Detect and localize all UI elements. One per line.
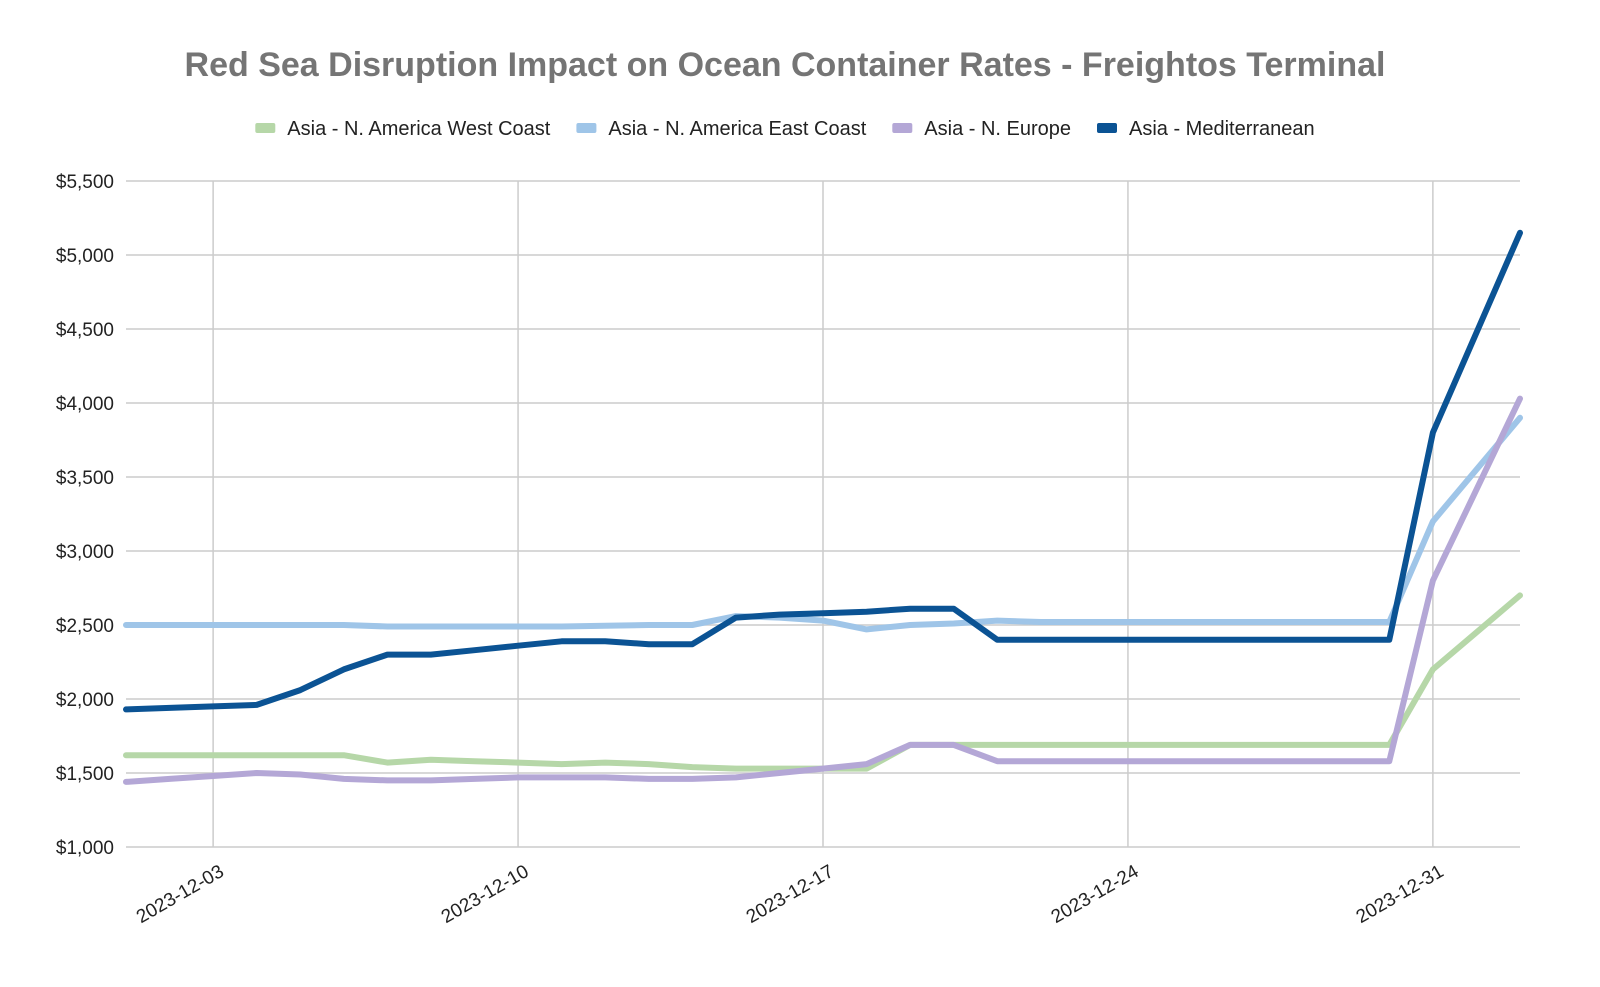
y-tick-label: $1,000 bbox=[56, 838, 114, 859]
legend-item-2: Asia - N. America East Coast bbox=[576, 118, 867, 140]
y-axis-ticks: $1,000 $1,500 $2,000 $2,500 $3,000 $3,500 $4,0… bbox=[56, 172, 114, 859]
y-tick-label: $4,500 bbox=[56, 320, 114, 341]
y-tick-label: $3,500 bbox=[56, 468, 114, 489]
legend-item-4: Asia - Mediterranean bbox=[1097, 118, 1315, 140]
gridlines bbox=[126, 180, 1520, 848]
legend-swatch bbox=[255, 123, 276, 133]
legend-item-1: Asia - N. America West Coast bbox=[255, 118, 551, 140]
legend-swatch bbox=[576, 123, 597, 133]
legend-swatch bbox=[892, 123, 913, 133]
legend-label: Asia - N. America East Coast bbox=[608, 118, 866, 140]
legend-label: Asia - Mediterranean bbox=[1129, 118, 1315, 140]
legend-label: Asia - N. Europe bbox=[924, 118, 1071, 140]
legend-label: Asia - N. America West Coast bbox=[287, 118, 550, 140]
y-tick-label: $3,000 bbox=[56, 542, 114, 563]
series-line-4 bbox=[123, 229, 1523, 713]
x-axis-ticks: 2023-12-03 2023-12-10 2023-12-17 2023-12-24… bbox=[133, 861, 1447, 928]
x-tick-label: 2023-12-03 bbox=[133, 861, 228, 928]
chart-title: Red Sea Disruption Impact on Ocean Conta… bbox=[185, 46, 1386, 84]
legend-item-3: Asia - N. Europe bbox=[892, 118, 1071, 140]
legend: Asia - N. America West Coast Asia - N. Am… bbox=[255, 118, 1315, 140]
x-tick-label: 2023-12-17 bbox=[743, 861, 838, 928]
x-tick-label: 2023-12-31 bbox=[1353, 861, 1448, 928]
y-tick-label: $5,000 bbox=[56, 246, 114, 267]
series-line-3 bbox=[123, 395, 1523, 785]
legend-swatch bbox=[1097, 123, 1117, 133]
y-tick-label: $2,500 bbox=[56, 616, 114, 637]
x-tick-label: 2023-12-10 bbox=[438, 861, 533, 928]
y-tick-label: $2,000 bbox=[56, 690, 114, 711]
y-tick-label: $4,000 bbox=[56, 394, 114, 415]
x-tick-label: 2023-12-24 bbox=[1048, 861, 1143, 928]
y-tick-label: $1,500 bbox=[56, 764, 114, 785]
y-tick-label: $5,500 bbox=[56, 172, 114, 193]
series-lines bbox=[123, 229, 1523, 785]
series-line-2 bbox=[123, 414, 1523, 633]
